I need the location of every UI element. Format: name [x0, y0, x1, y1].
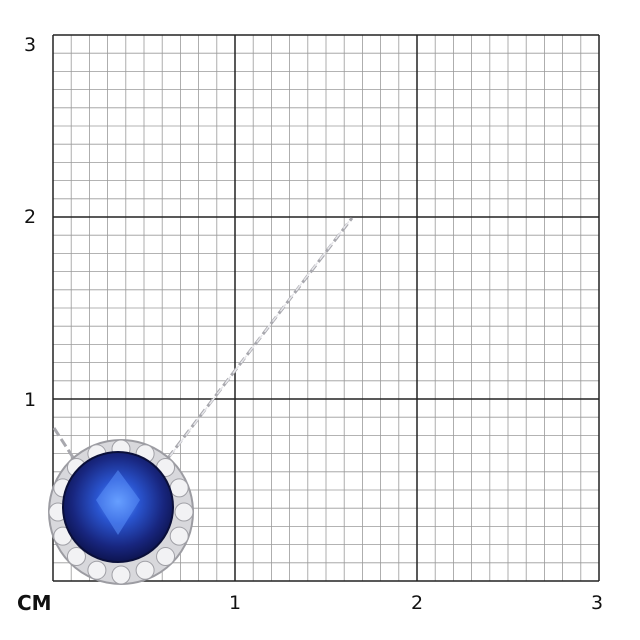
grid-minor-lines — [53, 35, 599, 581]
y-tick-1: 1 — [24, 389, 37, 411]
x-tick-2: 2 — [411, 592, 424, 614]
halo-diamond — [169, 478, 189, 498]
halo-diamond — [66, 547, 86, 567]
halo-diamonds — [48, 439, 194, 585]
halo-diamond — [111, 565, 131, 585]
x-tick-3: 3 — [591, 592, 604, 614]
halo-diamond — [169, 526, 189, 546]
y-tick-3: 3 — [24, 34, 37, 56]
x-tick-1: 1 — [229, 592, 242, 614]
halo-diamond — [87, 560, 107, 580]
unit-label: CM — [17, 591, 52, 615]
halo-diamond — [135, 560, 155, 580]
necklace-chain — [52, 217, 354, 463]
y-tick-2: 2 — [24, 206, 37, 228]
pendant — [48, 439, 194, 585]
halo-diamond — [174, 502, 194, 522]
halo-diamond — [156, 547, 176, 567]
